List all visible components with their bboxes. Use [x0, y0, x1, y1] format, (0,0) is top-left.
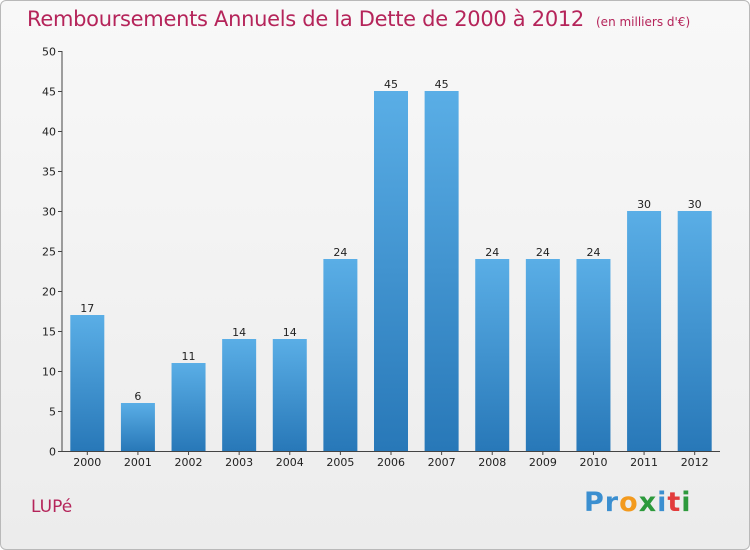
logo-letter: i [681, 487, 692, 518]
bar-value-label: 45 [435, 78, 449, 91]
x-tick-label: 2008 [478, 456, 506, 469]
bar [120, 403, 155, 451]
bar [374, 91, 408, 451]
bar [677, 211, 712, 451]
bar [222, 339, 257, 451]
y-tick-label: 20 [42, 286, 56, 299]
logo-letter: r [604, 487, 620, 518]
bar-value-label: 6 [134, 390, 141, 403]
bar-value-label: 11 [182, 350, 196, 363]
x-tick-label: 2001 [124, 456, 152, 469]
logo-letter: i [657, 487, 668, 518]
y-tick-label: 30 [42, 206, 56, 219]
bar [424, 91, 459, 451]
x-tick-label: 2004 [276, 456, 304, 469]
x-tick-label: 2006 [377, 456, 405, 469]
y-tick-label: 50 [42, 46, 56, 59]
bar-value-label: 17 [80, 302, 94, 315]
x-tick-label: 2007 [428, 456, 456, 469]
bar-value-label: 45 [384, 78, 398, 91]
bar-value-label: 24 [586, 246, 600, 259]
logo-letter: x [638, 487, 658, 518]
bar [272, 339, 307, 451]
x-tick-label: 2009 [529, 456, 557, 469]
chart-unit: (en milliers d'€) [596, 15, 691, 29]
y-tick-label: 5 [49, 406, 56, 419]
x-tick-label: 2010 [579, 456, 607, 469]
x-tick-label: 2000 [73, 456, 101, 469]
proxiti-logo[interactable]: Proxiti [584, 487, 692, 518]
x-tick-label: 2012 [681, 456, 709, 469]
y-tick-label: 10 [42, 366, 56, 379]
bar [475, 259, 510, 451]
chart-title: Remboursements Annuels de la Dette de 20… [27, 7, 690, 31]
bar-value-label: 30 [688, 198, 702, 211]
x-tick-label: 2005 [326, 456, 354, 469]
bar-value-label: 30 [637, 198, 651, 211]
bar-value-label: 24 [485, 246, 499, 259]
bar [525, 259, 560, 451]
y-tick-label: 0 [49, 446, 56, 459]
bar [171, 363, 206, 451]
bar-value-label: 24 [333, 246, 347, 259]
bar [576, 259, 611, 451]
commune-name: LUPé [31, 497, 73, 517]
logo-letter: o [619, 487, 639, 518]
x-tick-label: 2003 [225, 456, 253, 469]
bar-value-label: 14 [283, 326, 297, 339]
x-tick-label: 2002 [175, 456, 203, 469]
logo-letter: t [667, 487, 682, 518]
bar [323, 259, 358, 451]
x-tick-label: 2011 [630, 456, 658, 469]
y-tick-label: 45 [42, 86, 56, 99]
bar [70, 315, 105, 451]
y-tick-label: 40 [42, 126, 56, 139]
y-tick-label: 35 [42, 166, 56, 179]
bar-value-label: 14 [232, 326, 246, 339]
chart-title-text: Remboursements Annuels de la Dette de 20… [27, 7, 584, 31]
bar-value-label: 24 [536, 246, 550, 259]
logo-letter: P [584, 487, 605, 518]
bar [627, 211, 662, 451]
y-tick-label: 25 [42, 246, 56, 259]
y-tick-label: 15 [42, 326, 56, 339]
